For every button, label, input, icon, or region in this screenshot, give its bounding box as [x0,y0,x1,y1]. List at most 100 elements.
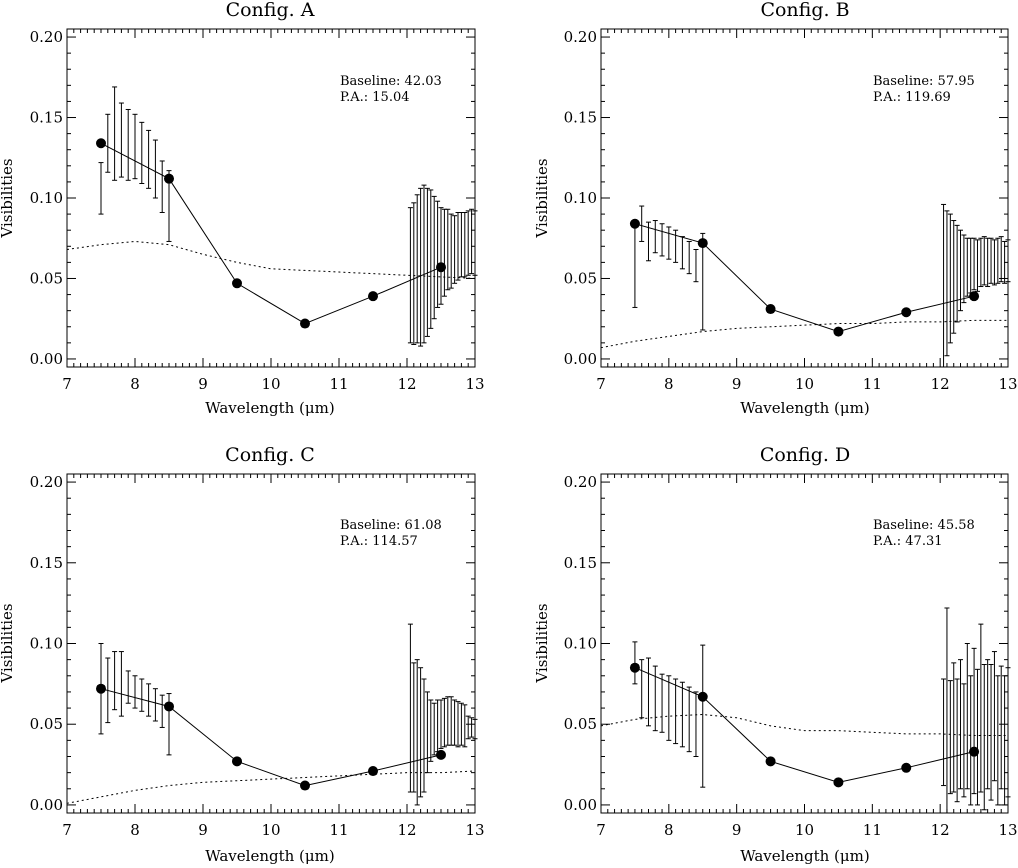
error-bar [435,200,441,308]
error-bar [961,234,967,304]
y-tick-label: 0.20 [564,28,597,46]
error-bar [995,237,1001,284]
x-tick-label: 12 [931,375,950,393]
error-bar [978,623,984,793]
error-bar [985,659,991,790]
error-bar [666,675,672,741]
y-tick-label: 0.20 [30,473,63,491]
baseline-annotation: Baseline: 42.03 [340,74,442,89]
x-tick-label: 13 [465,821,484,839]
error-bar [954,224,960,323]
error-bar [998,236,1004,283]
y-tick-label: 0.15 [30,554,63,572]
error-bar [659,673,665,733]
error-bar [981,663,987,811]
error-bar [118,102,124,178]
error-bar [441,208,447,297]
error-bar [462,211,468,278]
error-bar [421,678,427,793]
chart-title: Config. C [225,444,315,466]
binned-point [833,326,844,337]
x-tick-label: 10 [261,821,280,839]
error-bar [985,237,991,288]
y-tick-label: 0.00 [30,796,63,814]
error-bar [139,121,145,185]
y-axis-label: Visibilities [533,158,551,238]
error-bar [414,194,420,344]
error-bar [944,210,950,357]
error-bar [455,211,461,281]
error-bar [964,643,970,790]
error-bar [700,644,706,788]
x-tick-label: 9 [198,821,208,839]
x-tick-label: 12 [397,821,416,839]
error-bar [639,659,645,719]
error-bar [448,213,454,289]
error-bar [438,207,444,305]
error-bar [424,691,430,774]
error-bar [146,129,152,189]
error-bar [978,237,984,288]
y-tick-label: 0.00 [564,796,597,814]
error-bar [469,208,475,275]
error-bar [693,249,699,283]
error-bar [958,229,964,312]
error-bar [947,680,953,795]
error-bar [152,139,158,199]
error-bar [462,704,468,748]
binned-point [901,307,912,318]
error-bar [944,607,950,813]
binned-point [300,318,310,329]
binned-point [436,262,446,273]
error-bar [686,686,692,753]
error-bar [968,675,974,806]
x-tick-label: 9 [732,821,742,839]
error-bar [441,697,447,748]
pa-annotation: P.A.: 119.69 [873,90,951,105]
error-bar [118,651,124,717]
panel-config-d: Config. D Baseline: 45.58 P.A.: 47.31 Wa… [533,444,1018,865]
error-bar [700,232,706,331]
x-tick-label: 13 [998,375,1017,393]
baseline-annotation: Baseline: 61.08 [340,518,442,533]
x-tick-label: 12 [397,375,416,393]
error-bar [991,239,997,286]
y-axis-label: Visibilities [0,158,16,238]
x-tick-label: 8 [664,821,674,839]
error-bar [951,220,957,334]
error-bar [971,647,977,795]
x-tick-label: 7 [596,821,606,839]
x-tick-label: 8 [130,821,140,839]
error-bar [1002,240,1008,284]
y-axis-label: Visibilities [0,603,16,683]
error-bar [139,678,145,712]
error-bar [954,678,960,803]
error-bar [98,162,104,215]
binned-point [969,746,980,757]
error-bar [961,683,967,798]
error-bar [125,670,131,704]
error-bar [469,717,475,738]
error-bar [431,195,437,320]
error-bar [472,718,478,740]
error-bar [112,86,118,181]
error-bar [125,108,131,181]
binned-point [232,756,242,767]
error-bar [693,691,699,757]
y-tick-label: 0.15 [564,109,597,127]
binned-point [765,756,776,767]
error-bar [666,226,672,260]
error-bar [673,678,679,745]
error-bar [632,226,638,308]
error-bar [431,702,437,756]
error-bar [159,694,165,728]
y-tick-label: 0.05 [564,715,597,733]
error-bar [438,699,444,749]
y-tick-label: 0.05 [564,269,597,287]
x-axis-label: Wavelength (μm) [740,847,869,865]
error-bar [652,220,658,254]
pa-annotation: P.A.: 114.57 [340,534,418,549]
binned-line [100,688,442,787]
binned-point [164,701,174,712]
error-bar [941,203,947,367]
